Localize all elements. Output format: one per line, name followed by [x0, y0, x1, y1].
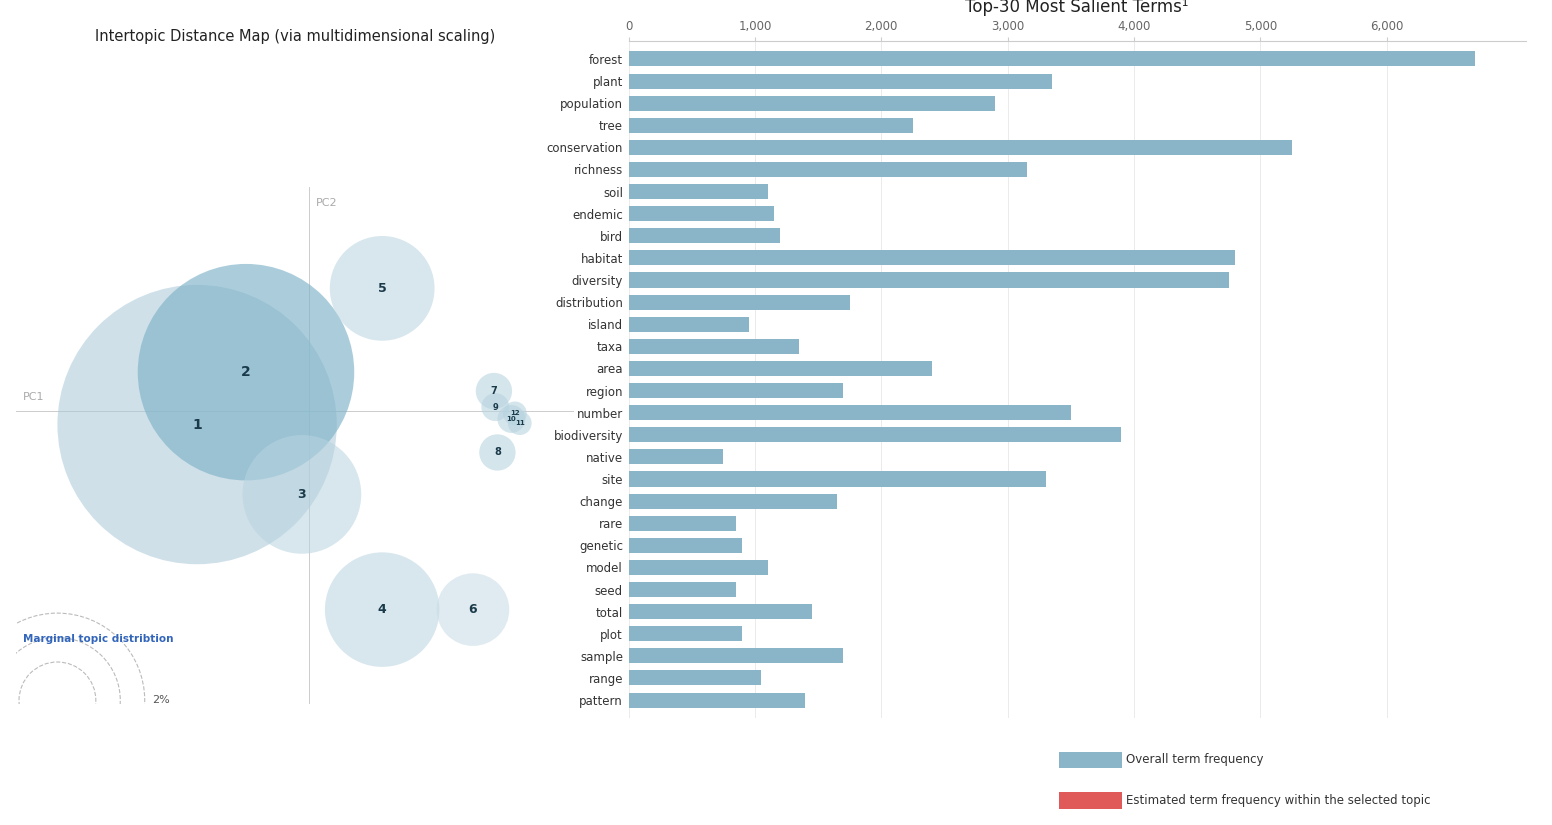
- Text: 8: 8: [494, 447, 501, 458]
- Text: PC1: PC1: [22, 392, 43, 402]
- Bar: [629, 471, 1046, 487]
- Text: PC2: PC2: [317, 197, 337, 208]
- Text: Intertopic Distance Map (via multidimensional scaling): Intertopic Distance Map (via multidimens…: [95, 29, 495, 44]
- Text: Marginal topic distribtion: Marginal topic distribtion: [22, 634, 172, 644]
- Text: 9: 9: [492, 403, 498, 412]
- Bar: [629, 51, 1474, 67]
- Circle shape: [508, 412, 532, 435]
- Bar: [629, 538, 742, 553]
- Bar: [629, 162, 1026, 177]
- Bar: [629, 251, 1235, 266]
- Text: Estimated term frequency within the selected topic: Estimated term frequency within the sele…: [1127, 794, 1431, 807]
- Bar: [629, 450, 723, 464]
- Circle shape: [436, 573, 509, 646]
- Text: 3: 3: [298, 488, 306, 501]
- Bar: [629, 96, 995, 111]
- Circle shape: [242, 435, 362, 554]
- Text: 4: 4: [377, 603, 386, 616]
- Bar: [629, 427, 1121, 442]
- Bar: [629, 272, 1229, 288]
- Bar: [629, 604, 812, 619]
- Bar: [629, 361, 931, 376]
- Bar: [629, 671, 760, 686]
- Circle shape: [476, 373, 512, 409]
- Bar: [629, 295, 849, 309]
- Bar: [629, 692, 805, 708]
- Bar: [629, 73, 1052, 88]
- Bar: [1058, 792, 1122, 809]
- Circle shape: [497, 405, 525, 433]
- Circle shape: [481, 394, 509, 421]
- Text: 7: 7: [490, 386, 497, 396]
- Text: 11: 11: [515, 420, 525, 427]
- Bar: [629, 118, 913, 133]
- Bar: [629, 140, 1291, 155]
- Circle shape: [480, 434, 515, 470]
- Bar: [629, 184, 768, 199]
- Text: 10: 10: [506, 416, 517, 422]
- Text: 6: 6: [469, 603, 478, 616]
- Circle shape: [503, 402, 526, 425]
- Bar: [629, 560, 768, 575]
- Bar: [629, 229, 781, 243]
- Bar: [629, 626, 742, 641]
- Text: Overall term frequency: Overall term frequency: [1127, 753, 1263, 766]
- Bar: [629, 317, 748, 332]
- Bar: [629, 582, 736, 597]
- Circle shape: [57, 285, 337, 564]
- Text: 2%: 2%: [152, 695, 169, 705]
- Bar: [629, 206, 774, 221]
- Title: Top-30 Most Salient Terms¹: Top-30 Most Salient Terms¹: [965, 0, 1189, 16]
- Text: 5: 5: [377, 282, 386, 295]
- Circle shape: [138, 264, 354, 480]
- Circle shape: [324, 553, 439, 667]
- Bar: [629, 405, 1071, 420]
- Bar: [629, 516, 736, 530]
- Text: 12: 12: [511, 410, 520, 417]
- Bar: [629, 493, 837, 508]
- Bar: [1058, 752, 1122, 769]
- Bar: [629, 339, 799, 354]
- Bar: [629, 648, 843, 663]
- Circle shape: [329, 236, 435, 341]
- Text: 1: 1: [192, 417, 202, 431]
- Text: 2: 2: [241, 365, 251, 380]
- Bar: [629, 383, 843, 398]
